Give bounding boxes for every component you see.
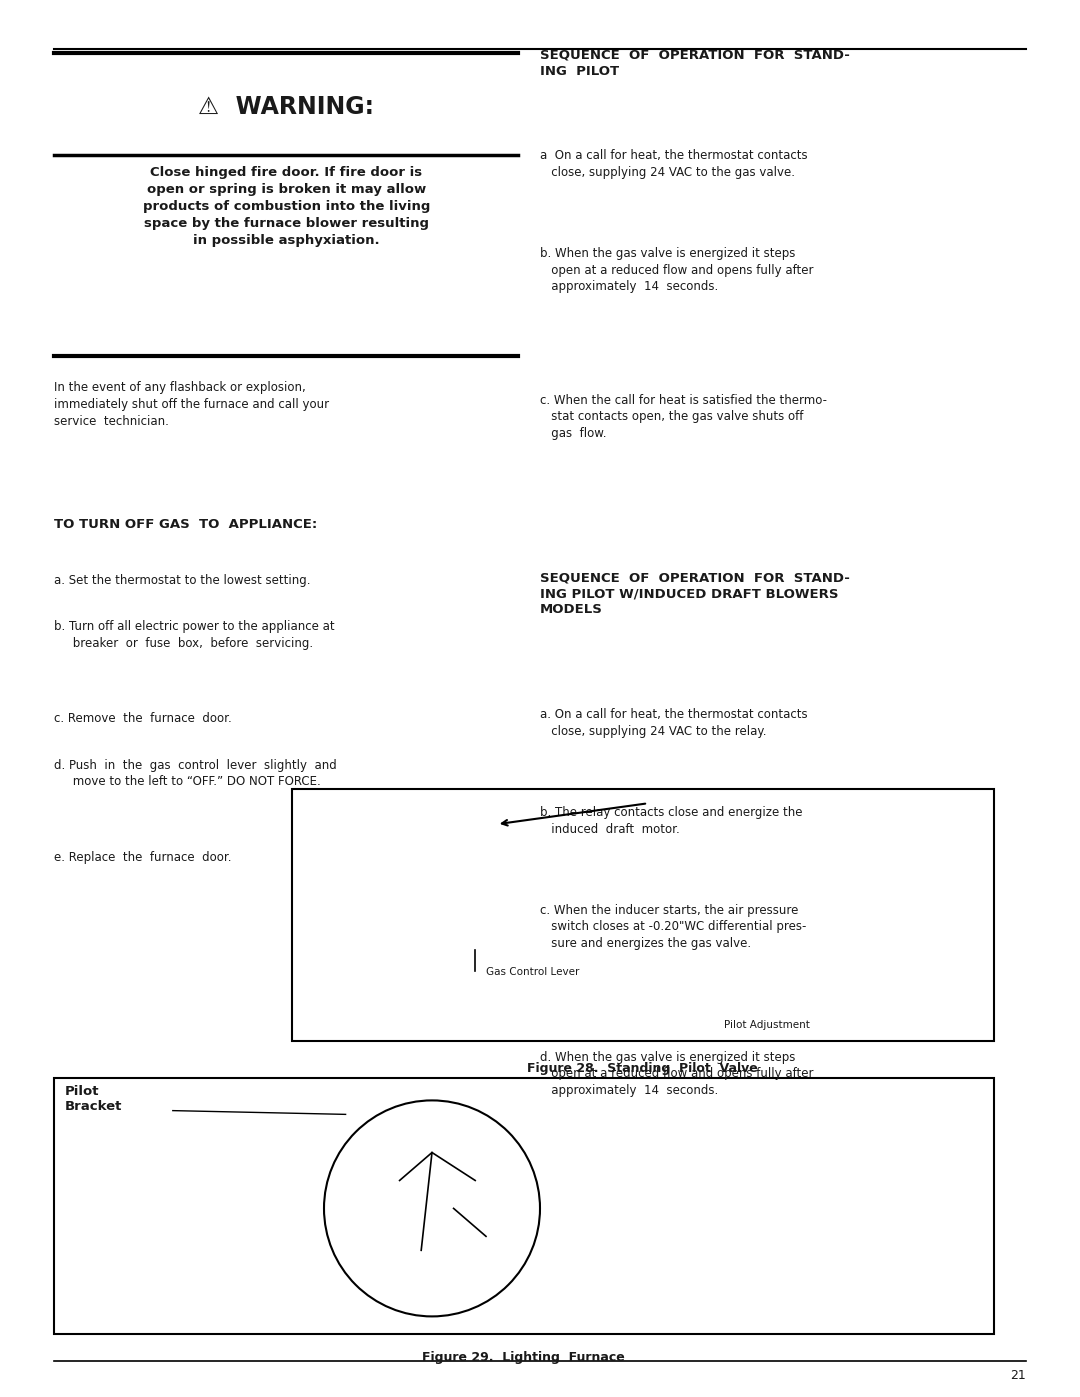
Text: b. Turn off all electric power to the appliance at
     breaker  or  fuse  box, : b. Turn off all electric power to the ap… [54, 620, 335, 650]
Text: a  On a call for heat, the thermostat contacts
   close, supplying 24 VAC to the: a On a call for heat, the thermostat con… [540, 149, 808, 179]
Text: a. Set the thermostat to the lowest setting.: a. Set the thermostat to the lowest sett… [54, 574, 311, 587]
Text: Figure 28.  Standing  Pilot  Valve: Figure 28. Standing Pilot Valve [527, 1062, 758, 1074]
Text: Figure 29.  Lighting  Furnace: Figure 29. Lighting Furnace [422, 1351, 625, 1363]
Text: b. When the gas valve is energized it steps
   open at a reduced flow and opens : b. When the gas valve is energized it st… [540, 247, 813, 293]
Text: c. When the call for heat is satisfied the thermo-
   stat contacts open, the ga: c. When the call for heat is satisfied t… [540, 394, 827, 440]
Text: SEQUENCE  OF  OPERATION  FOR  STAND-
ING  PILOT: SEQUENCE OF OPERATION FOR STAND- ING PIL… [540, 49, 850, 78]
Text: SEQUENCE  OF  OPERATION  FOR  STAND-
ING PILOT W/INDUCED DRAFT BLOWERS
MODELS: SEQUENCE OF OPERATION FOR STAND- ING PIL… [540, 571, 850, 616]
Text: Gas Control Lever: Gas Control Lever [486, 967, 579, 977]
Text: d. Push  in  the  gas  control  lever  slightly  and
     move to the left to “O: d. Push in the gas control lever slightl… [54, 759, 337, 788]
Text: ⚠  WARNING:: ⚠ WARNING: [199, 95, 374, 119]
Text: b. The relay contacts close and energize the
   induced  draft  motor.: b. The relay contacts close and energize… [540, 806, 802, 835]
Text: d. When the gas valve is energized it steps
   open at a reduced flow and opens : d. When the gas valve is energized it st… [540, 1051, 813, 1097]
FancyBboxPatch shape [54, 1078, 994, 1334]
FancyBboxPatch shape [292, 789, 994, 1041]
Text: In the event of any flashback or explosion,
immediately shut off the furnace and: In the event of any flashback or explosi… [54, 381, 329, 429]
Text: c. When the inducer starts, the air pressure
   switch closes at -0.20"WC differ: c. When the inducer starts, the air pres… [540, 904, 807, 950]
Text: Pilot
Bracket: Pilot Bracket [65, 1085, 122, 1113]
Text: Close hinged fire door. If fire door is
open or spring is broken it may allow
pr: Close hinged fire door. If fire door is … [143, 166, 430, 247]
Text: c. Remove  the  furnace  door.: c. Remove the furnace door. [54, 712, 232, 725]
Text: a. On a call for heat, the thermostat contacts
   close, supplying 24 VAC to the: a. On a call for heat, the thermostat co… [540, 708, 808, 738]
Text: Pilot Adjustment: Pilot Adjustment [724, 1020, 810, 1030]
Text: 21: 21 [1010, 1369, 1026, 1382]
Text: e. Replace  the  furnace  door.: e. Replace the furnace door. [54, 851, 231, 863]
Text: TO TURN OFF GAS  TO  APPLIANCE:: TO TURN OFF GAS TO APPLIANCE: [54, 518, 318, 531]
